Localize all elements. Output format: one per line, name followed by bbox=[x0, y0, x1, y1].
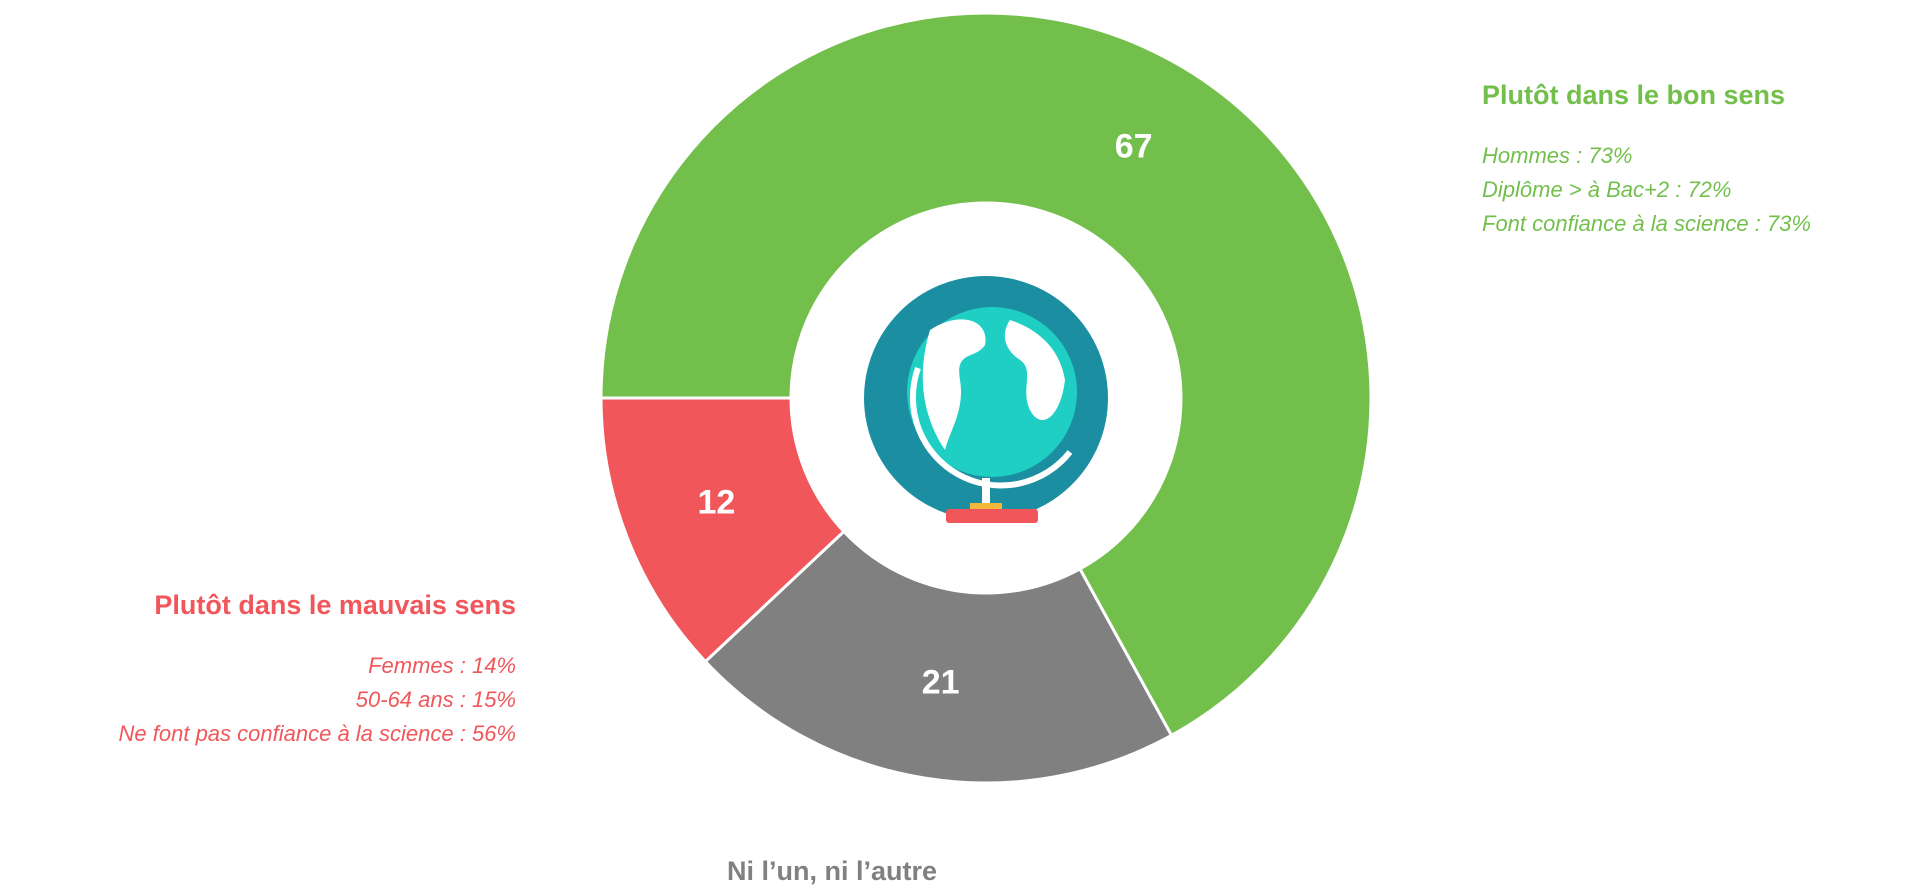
detail-line: Femmes : 14% bbox=[368, 653, 516, 678]
detail-line: Ne font pas confiance à la science : 56% bbox=[119, 721, 516, 746]
data-label: 21 bbox=[922, 663, 960, 701]
detail-line: Hommes : 73% bbox=[1482, 143, 1632, 168]
annotations: Plutôt dans le bon sens Hommes : 73% Diplô… bbox=[119, 80, 1811, 886]
donut-segment bbox=[599, 11, 1373, 738]
detail-line: Font confiance à la science : 73% bbox=[1482, 211, 1811, 236]
category-label: Ni l’un, ni l’autre bbox=[727, 856, 937, 886]
globe-icon bbox=[864, 276, 1108, 523]
donut-segment bbox=[599, 396, 846, 664]
data-label: 12 bbox=[697, 484, 735, 522]
detail-line: 50-64 ans : 15% bbox=[356, 687, 516, 712]
donut-segment bbox=[703, 529, 1174, 785]
data-label: 67 bbox=[1115, 127, 1153, 165]
detail-line: Diplôme > à Bac+2 : 72% bbox=[1482, 177, 1731, 202]
category-label: Plutôt dans le bon sens bbox=[1482, 80, 1785, 110]
category-label: Plutôt dans le mauvais sens bbox=[154, 590, 516, 620]
donut: 67 21 12 bbox=[599, 11, 1373, 785]
